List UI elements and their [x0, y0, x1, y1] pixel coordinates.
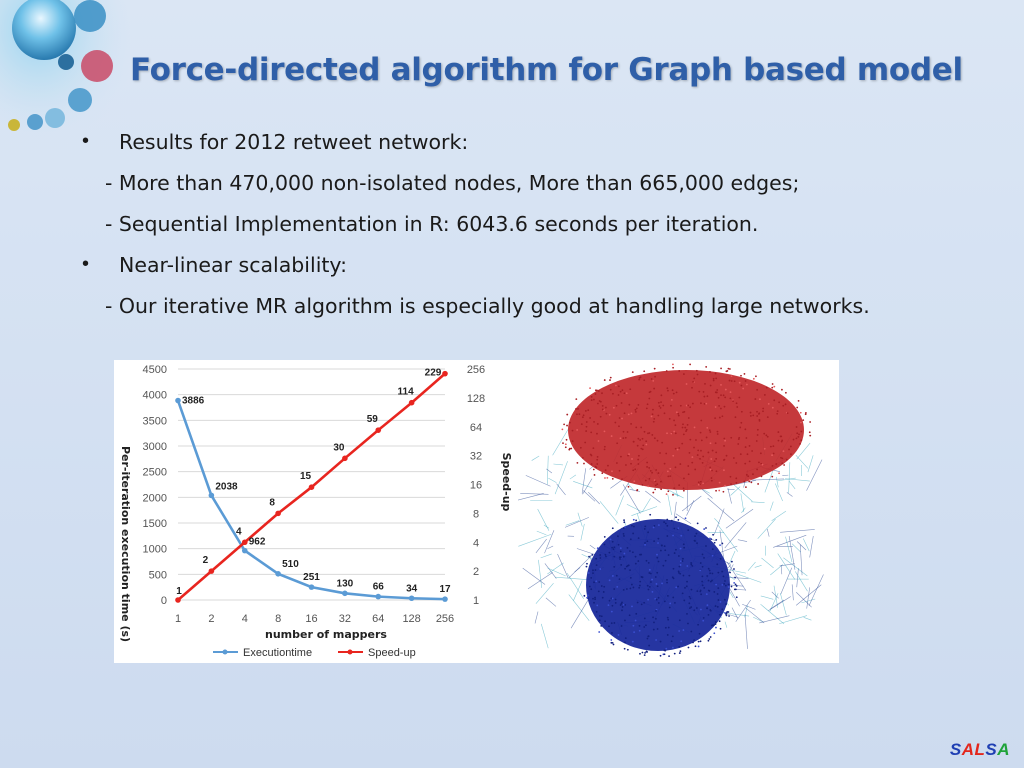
legend-marker-speedup — [347, 649, 353, 655]
x-tick-label: 2 — [208, 613, 214, 625]
execution-time-point — [375, 593, 382, 600]
x-tick-label: 64 — [372, 613, 384, 625]
execution-time-point — [342, 590, 348, 597]
chart-legend: Executiontime Speed-up — [213, 647, 416, 659]
scalability-chart: 0 500 1000 1500 2000 2500 3000 3500 4000 4500 1 2 4… — [119, 364, 513, 659]
speed-up-point — [308, 484, 315, 490]
y2-tick-label: 16 — [470, 480, 482, 492]
execution-time-data-label: 510 — [282, 559, 299, 570]
execution-time-point — [408, 595, 415, 602]
execution-time-data-label: 962 — [249, 537, 266, 548]
speed-up-point — [241, 539, 248, 546]
bullet-scalability-detail: - Our iterative MR algorithm is especial… — [105, 294, 870, 318]
figure-panel: 0 500 1000 1500 2000 2500 3000 3500 4000 4500 1 2 4… — [114, 360, 839, 663]
y2-tick-label: 1 — [473, 595, 479, 607]
speed-up-data-label: 15 — [300, 471, 312, 482]
x-tick-label: 16 — [305, 613, 317, 625]
y2-tick-label: 8 — [473, 508, 479, 520]
speed-up-point — [275, 510, 281, 517]
x-tick-label: 1 — [175, 613, 181, 625]
salsa-logo-letter: A — [961, 740, 975, 759]
bullet-results-nodes-edges: - More than 470,000 non-isolated nodes, … — [105, 171, 800, 195]
x-axis-label: number of mappers — [265, 628, 387, 641]
execution-time-data-label: 34 — [406, 583, 418, 594]
execution-time-point — [208, 492, 215, 499]
execution-time-data-label: 3886 — [182, 396, 205, 407]
y-tick-label: 4500 — [143, 364, 167, 376]
y-tick-label: 3000 — [143, 441, 167, 453]
bullet-scalability-heading: Near-linear scalability: — [119, 253, 347, 277]
speed-up-data-label: 1 — [176, 586, 182, 597]
x-tick-label: 32 — [339, 613, 351, 625]
y-tick-label: 1000 — [143, 544, 167, 556]
y2-tick-label: 2 — [473, 566, 479, 578]
execution-time-data-label: 17 — [439, 584, 451, 595]
execution-time-point — [442, 596, 448, 602]
execution-time-data-label: 251 — [303, 572, 320, 583]
bullet-results-heading: Results for 2012 retweet network: — [119, 130, 469, 154]
bullet-symbol-2: • — [82, 253, 90, 275]
speed-up-point — [208, 568, 215, 574]
y2-tick-label: 128 — [467, 393, 485, 405]
bullet-results-sequential: - Sequential Implementation in R: 6043.6… — [105, 212, 759, 236]
y2-tick-label: 256 — [467, 364, 485, 376]
y2-tick-label: 32 — [470, 451, 482, 463]
speed-up-point — [375, 427, 382, 433]
x-tick-label: 128 — [402, 613, 420, 625]
salsa-logo-letter: S — [985, 740, 998, 759]
speed-up-data-label: 4 — [236, 526, 242, 537]
x-tick-label: 8 — [275, 613, 281, 625]
execution-time-line — [176, 400, 446, 601]
execution-time-data-label: 130 — [337, 578, 354, 589]
execution-time-point — [275, 571, 281, 577]
speed-up-data-label: 114 — [398, 387, 415, 398]
legend-label-execution: Executiontime — [243, 647, 312, 659]
speed-up-point — [408, 399, 415, 406]
salsa-logo-letter: L — [974, 740, 986, 759]
globe-icon — [12, 0, 76, 60]
page-title: Force-directed algorithm for Graph based… — [130, 52, 963, 88]
speed-up-point — [342, 455, 348, 462]
blue-cluster — [586, 519, 730, 651]
y-tick-label: 2000 — [143, 492, 167, 504]
y-tick-label: 0 — [161, 595, 167, 607]
force-directed-graph-image — [518, 363, 824, 658]
y-tick-label: 2500 — [143, 467, 167, 479]
salsa-logo-letter: S — [949, 740, 962, 759]
y-tick-label: 3500 — [143, 415, 167, 427]
salsa-logo-letter: A — [997, 740, 1010, 759]
legend-label-speedup: Speed-up — [368, 647, 416, 659]
speed-up-data-label: 30 — [333, 442, 345, 453]
speed-up-data-label: 2 — [203, 555, 209, 566]
y-tick-label: 4000 — [143, 390, 167, 402]
y2-tick-label: 4 — [473, 537, 479, 549]
bullet-symbol-1: • — [82, 130, 90, 152]
speed-up-data-label: 8 — [269, 497, 275, 508]
y-tick-label: 500 — [149, 569, 167, 581]
speed-up-data-label: 59 — [367, 414, 379, 425]
execution-time-point — [241, 547, 248, 554]
speed-up-point — [175, 597, 181, 603]
salsa-logo: SALSA — [950, 740, 1010, 760]
y-axis-label: Per-iteration execution time (s) — [119, 446, 132, 642]
speed-up-point — [442, 370, 448, 377]
speed-up-data-label: 229 — [425, 368, 442, 379]
y2-tick-label: 64 — [470, 422, 482, 434]
execution-time-data-label: 2038 — [215, 481, 238, 492]
execution-time-point — [308, 584, 315, 590]
execution-time-data-label: 66 — [373, 582, 385, 593]
y-tick-label: 1500 — [143, 518, 167, 530]
x-tick-label: 256 — [436, 613, 454, 625]
x-tick-label: 4 — [242, 613, 248, 625]
legend-marker-execution — [222, 649, 228, 655]
execution-time-point — [175, 397, 181, 404]
y2-axis-label: Speed-up — [500, 453, 513, 512]
globe-logo-decoration — [0, 0, 130, 150]
